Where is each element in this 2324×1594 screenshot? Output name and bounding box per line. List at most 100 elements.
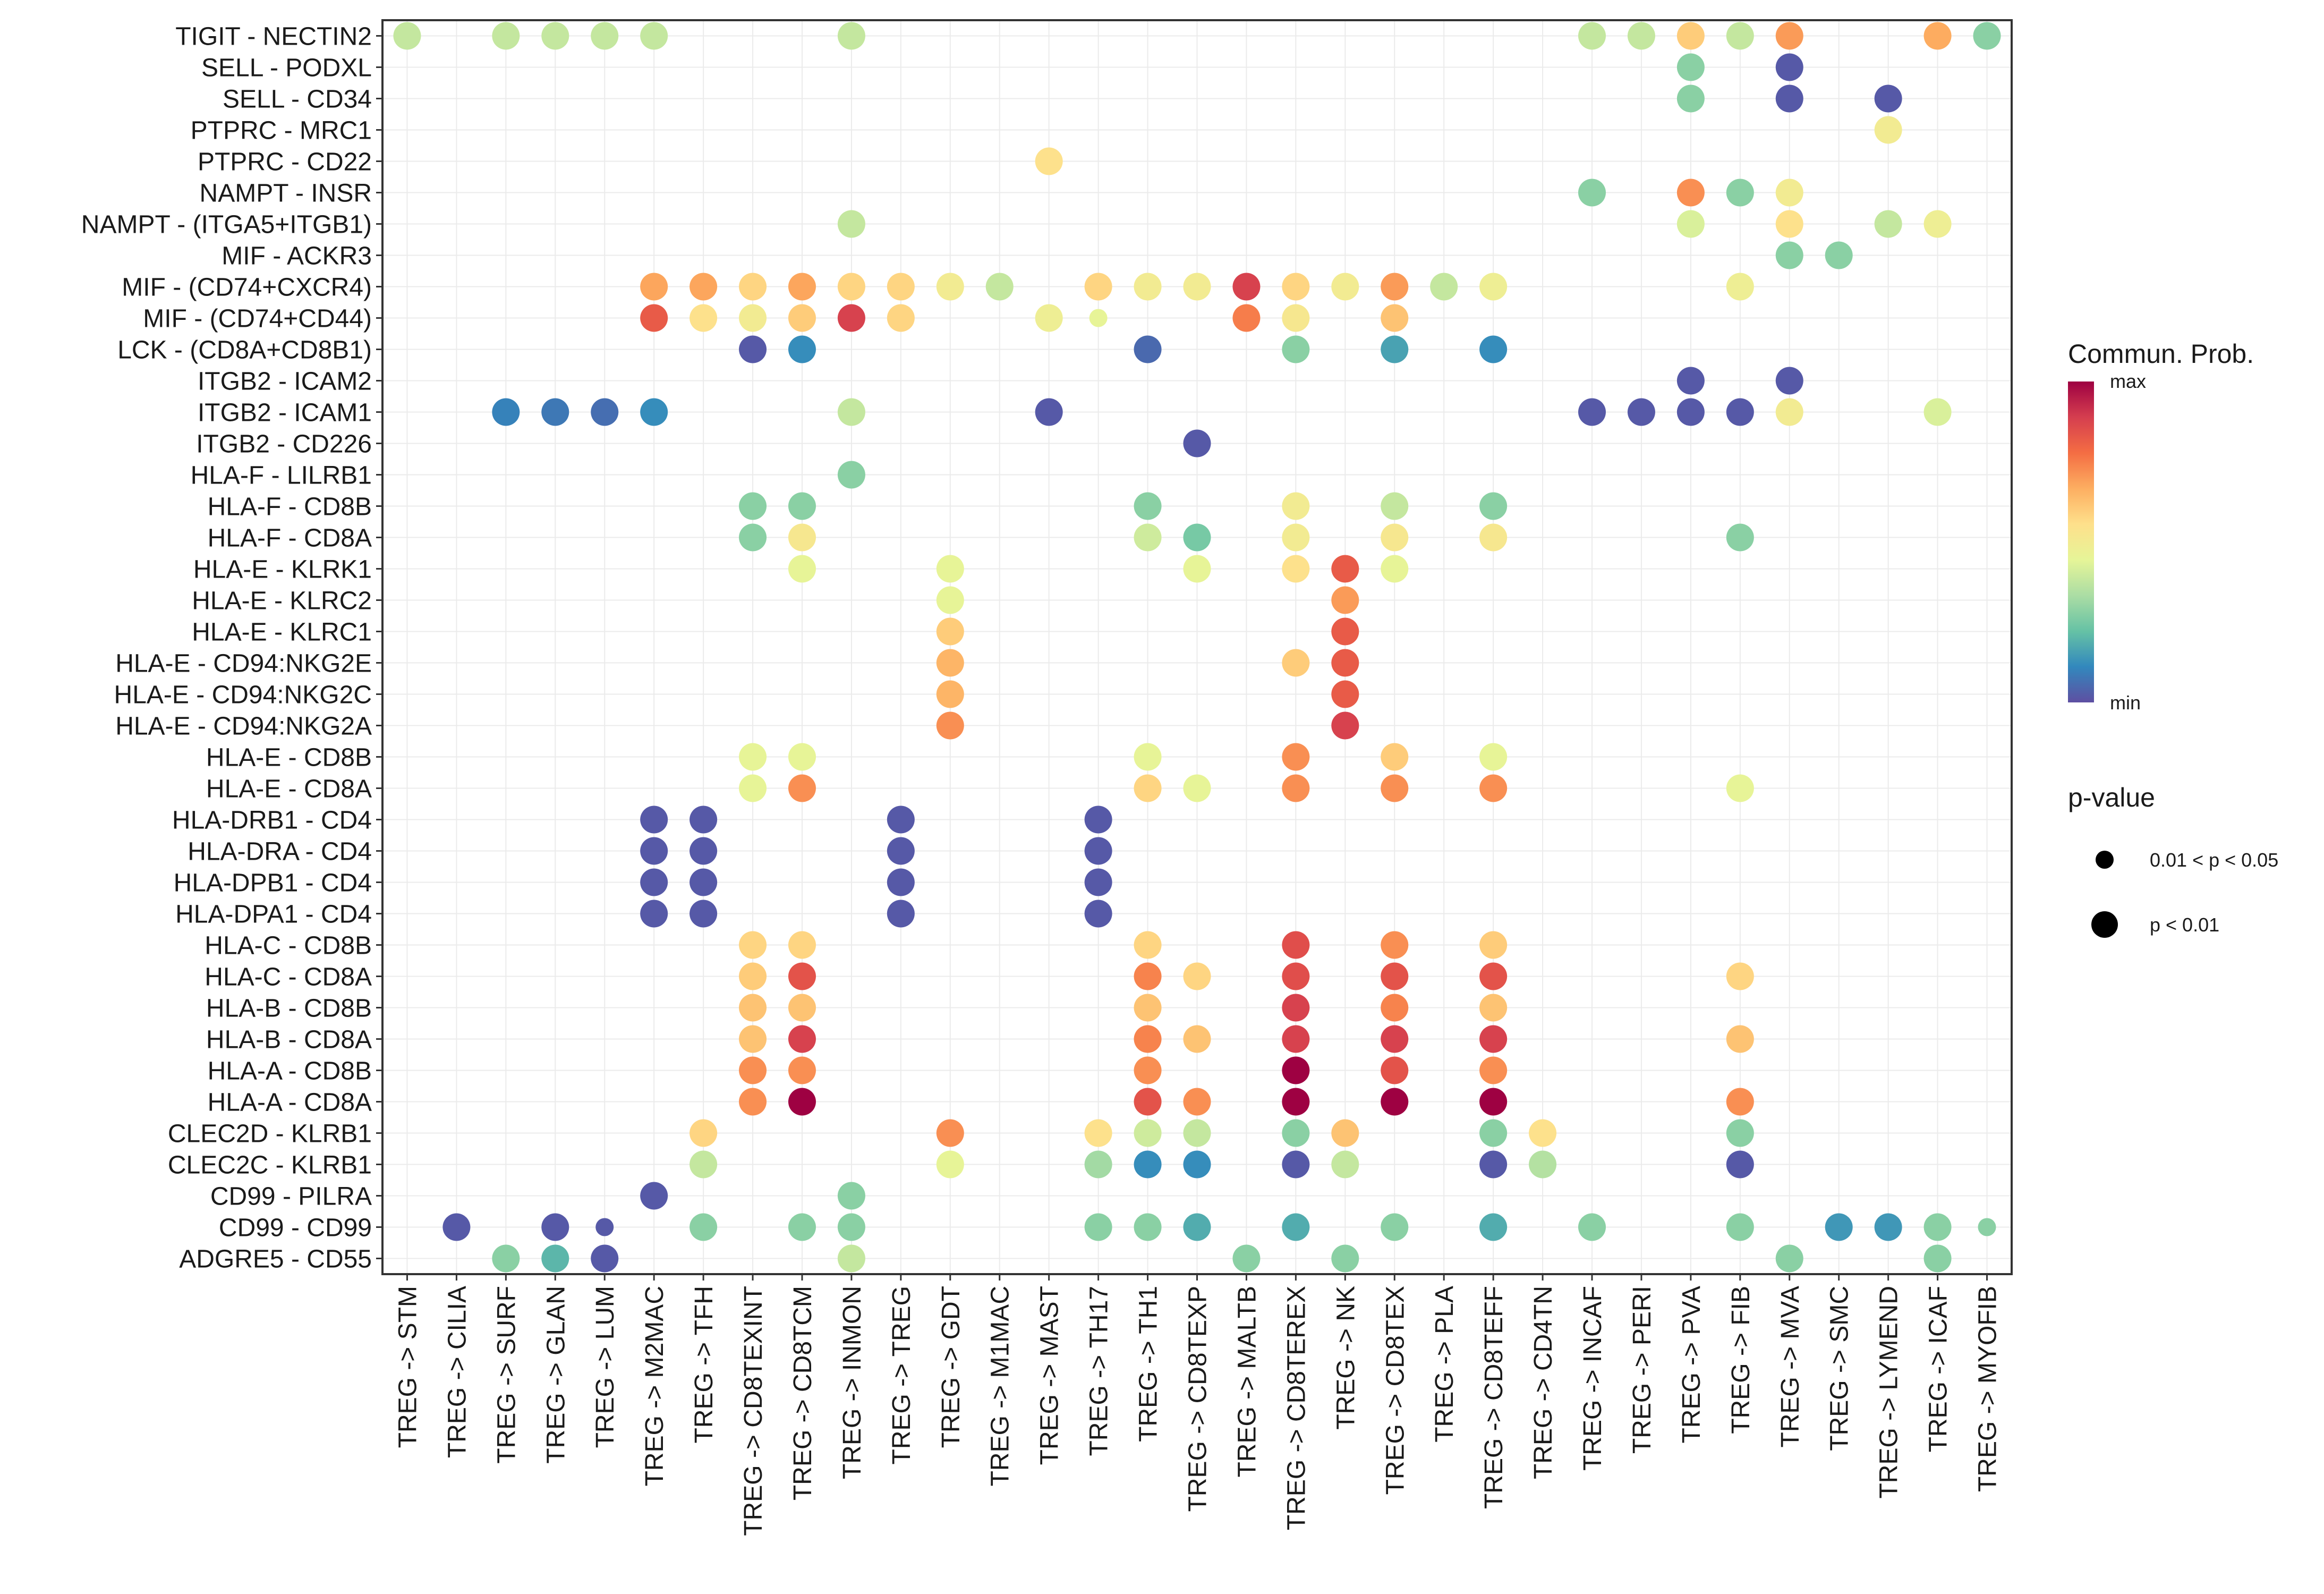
- data-point: [1183, 1213, 1211, 1241]
- y-tick-label: HLA-E - KLRC1: [192, 618, 372, 647]
- data-point: [689, 1213, 718, 1241]
- y-tick-label: MIF - (CD74+CD44): [143, 305, 372, 333]
- data-point: [936, 586, 964, 614]
- data-point: [1282, 994, 1310, 1022]
- data-point: [1134, 1119, 1162, 1147]
- x-tick-label: TREG -> GLAN: [542, 1286, 570, 1464]
- data-point: [739, 335, 767, 363]
- data-point: [1134, 994, 1162, 1022]
- y-tick-label: TIGIT - NECTIN2: [175, 23, 372, 51]
- data-point: [788, 335, 816, 363]
- data-point: [1282, 931, 1310, 959]
- data-point: [1381, 931, 1409, 959]
- data-point: [788, 492, 816, 520]
- x-tick-label: TREG -> TREG: [888, 1286, 916, 1465]
- data-point: [1874, 1213, 1902, 1241]
- data-point: [1331, 273, 1359, 301]
- y-tick-label: CD99 - CD99: [219, 1214, 372, 1242]
- data-point: [788, 931, 816, 959]
- data-point: [689, 868, 718, 896]
- data-point: [1381, 273, 1409, 301]
- pvalue-legend-small-dot: [2096, 851, 2114, 869]
- data-point: [1084, 1119, 1112, 1147]
- y-tick-label: SELL - PODXL: [201, 54, 372, 82]
- data-point: [1627, 398, 1655, 426]
- data-point: [1479, 1213, 1508, 1241]
- x-tick-label: TREG -> CD8TEX: [1381, 1286, 1409, 1495]
- pvalue-legend-title: p-value: [2068, 783, 2155, 812]
- color-legend-max-label: max: [2110, 370, 2146, 392]
- data-point: [1282, 649, 1310, 677]
- data-point: [985, 273, 1014, 301]
- data-point: [1084, 1150, 1112, 1178]
- data-point: [1726, 1025, 1754, 1053]
- data-point: [788, 994, 816, 1022]
- data-point: [1874, 84, 1902, 113]
- data-point: [1183, 962, 1211, 990]
- data-point: [1726, 179, 1754, 207]
- data-point: [837, 1182, 865, 1210]
- data-point: [640, 868, 668, 896]
- x-tick-label: TREG -> M2MAC: [641, 1286, 669, 1486]
- data-point: [1726, 273, 1754, 301]
- data-point: [1381, 555, 1409, 583]
- x-tick-label: TREG -> TH1: [1135, 1286, 1163, 1442]
- data-point: [1134, 1056, 1162, 1084]
- data-point: [837, 461, 865, 489]
- x-tick-label: TREG -> CILIA: [443, 1286, 471, 1458]
- data-point: [788, 774, 816, 802]
- data-point: [739, 273, 767, 301]
- y-axis: TIGIT - NECTIN2 SELL - PODXL SELL - CD34 PT…: [81, 23, 382, 1274]
- data-point: [1381, 492, 1409, 520]
- data-point: [1578, 398, 1606, 426]
- y-tick-label: HLA-F - CD8A: [208, 524, 372, 553]
- data-point: [936, 617, 964, 646]
- data-point: [1331, 1244, 1359, 1273]
- y-tick-label: HLA-A - CD8A: [208, 1089, 372, 1117]
- x-tick-label: TREG -> MVA: [1776, 1286, 1804, 1447]
- y-tick-label: ITGB2 - ICAM1: [198, 399, 372, 427]
- data-point: [1134, 1025, 1162, 1053]
- data-point: [1035, 398, 1063, 426]
- data-point: [837, 398, 865, 426]
- data-point: [1331, 711, 1359, 740]
- data-point: [788, 555, 816, 583]
- data-point: [1529, 1119, 1557, 1147]
- data-point: [1676, 84, 1705, 113]
- data-point: [689, 273, 718, 301]
- data-point: [1923, 210, 1952, 238]
- pvalue-legend-large-dot: [2091, 911, 2118, 938]
- data-point: [1874, 116, 1902, 144]
- data-point: [887, 273, 915, 301]
- data-point: [837, 1213, 865, 1241]
- data-point: [591, 1244, 619, 1273]
- data-point: [1775, 179, 1803, 207]
- data-point: [541, 22, 569, 50]
- y-tick-label: HLA-DRB1 - CD4: [172, 807, 372, 835]
- data-point: [689, 304, 718, 332]
- data-point: [1676, 179, 1705, 207]
- data-point: [1282, 273, 1310, 301]
- data-point: [739, 931, 767, 959]
- data-point: [689, 837, 718, 865]
- data-point: [788, 1056, 816, 1084]
- y-tick-label: MIF - (CD74+CXCR4): [122, 274, 372, 302]
- data-point: [739, 1088, 767, 1116]
- data-point: [1825, 1213, 1853, 1241]
- y-tick-label: CD99 - PILRA: [210, 1183, 372, 1211]
- x-tick-label: TREG -> INCAF: [1579, 1286, 1607, 1471]
- data-point: [1479, 1119, 1508, 1147]
- x-tick-label: TREG -> MYOFIB: [1974, 1286, 2002, 1492]
- data-point: [1183, 774, 1211, 802]
- data-point: [1479, 523, 1508, 552]
- data-point: [1676, 367, 1705, 395]
- y-tick-label: ITGB2 - ICAM2: [198, 368, 372, 396]
- data-point: [640, 22, 668, 50]
- x-tick-label: TREG -> TH17: [1085, 1286, 1113, 1456]
- data-point: [1578, 22, 1606, 50]
- data-point: [595, 1218, 614, 1236]
- data-point: [837, 1244, 865, 1273]
- data-point: [1676, 398, 1705, 426]
- data-point: [739, 743, 767, 771]
- data-point: [1084, 837, 1112, 865]
